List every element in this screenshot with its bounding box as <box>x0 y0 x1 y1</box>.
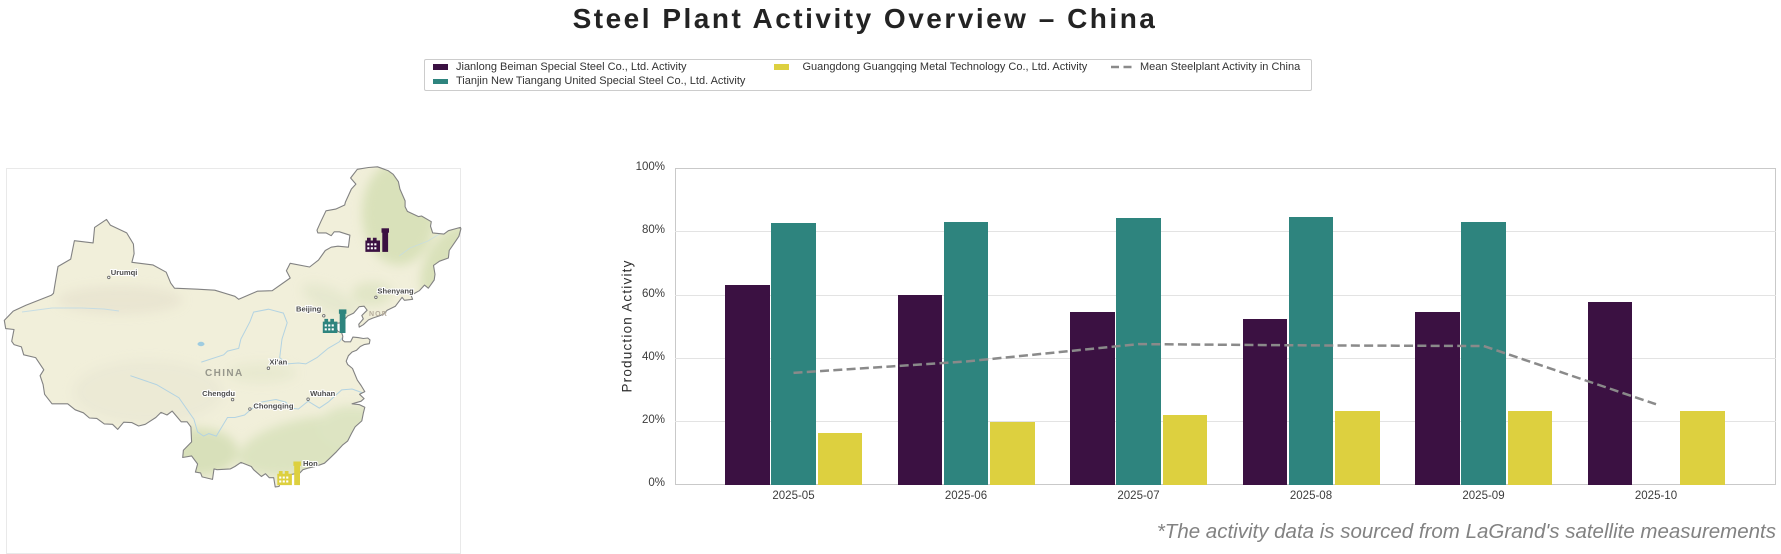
svg-text:CHINA: CHINA <box>205 368 244 379</box>
svg-text:Shenyang: Shenyang <box>377 286 414 295</box>
svg-text:Hon: Hon <box>303 459 318 468</box>
svg-text:Urumqi: Urumqi <box>111 268 138 277</box>
svg-text:Wuhan: Wuhan <box>310 389 336 398</box>
svg-text:Chongqing: Chongqing <box>253 402 293 411</box>
svg-text:Chengdu: Chengdu <box>202 389 235 398</box>
svg-text:Xi'an: Xi'an <box>269 358 287 367</box>
svg-text:Beijing: Beijing <box>296 304 322 313</box>
svg-text:NOR: NOR <box>369 311 388 318</box>
